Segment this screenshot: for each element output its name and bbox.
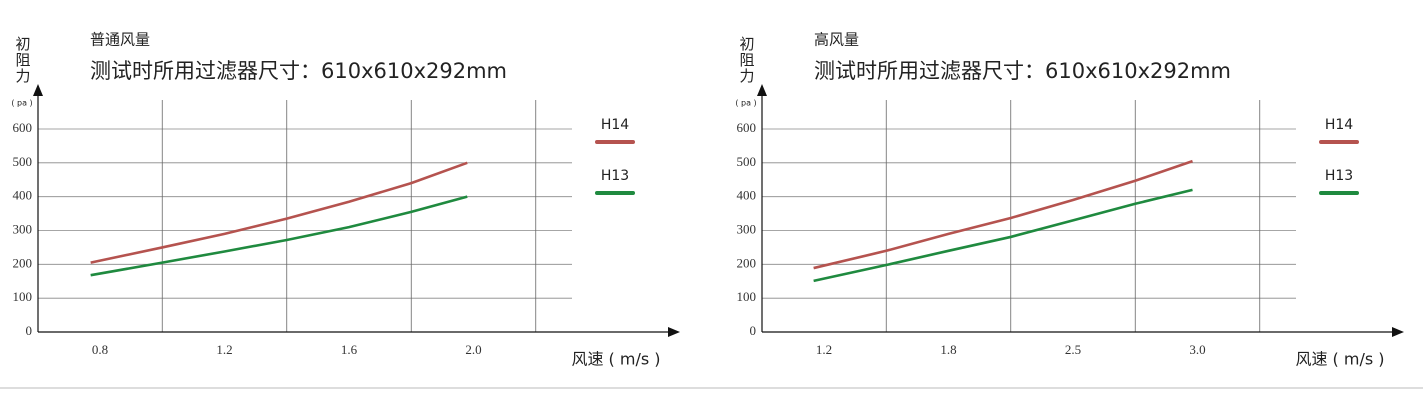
- legend-label: H13: [1325, 168, 1353, 184]
- chart-title: 测试时所用过滤器尺寸：610x610x292mm: [814, 59, 1231, 83]
- y-tick-label: 100: [737, 289, 757, 304]
- x-axis-arrow: [668, 327, 680, 337]
- y-tick-label: 400: [737, 188, 757, 203]
- y-tick-label: 0: [750, 323, 757, 338]
- legend-label: H13: [601, 168, 629, 184]
- chart-title: 测试时所用过滤器尺寸：610x610x292mm: [90, 59, 507, 83]
- series-line: [90, 161, 468, 264]
- y-tick-label: 100: [13, 289, 33, 304]
- y-tick-label: 600: [13, 120, 33, 135]
- y-tick-label: 300: [737, 221, 757, 236]
- x-axis-label: 风速 ( m/s ): [1295, 350, 1384, 369]
- x-axis-label: 风速 ( m/s ): [571, 350, 660, 369]
- series-line: [813, 188, 1193, 283]
- y-tick-label: 600: [737, 120, 757, 135]
- legend-label: H14: [601, 117, 629, 133]
- x-tick-label: 3.0: [1189, 342, 1205, 357]
- x-tick-label: 2.0: [465, 342, 481, 357]
- y-tick-label: 500: [13, 154, 33, 169]
- x-tick-label: 1.8: [940, 342, 956, 357]
- subtitle: 高风量: [814, 31, 859, 49]
- x-axis-arrow: [1392, 327, 1404, 337]
- y-axis-label: 初阻力: [738, 36, 756, 84]
- y-axis-label: 初阻力: [14, 36, 32, 84]
- series-line: [813, 159, 1193, 270]
- legend-label: H14: [1325, 117, 1353, 133]
- y-tick-label: 300: [13, 221, 33, 236]
- y-tick-label: 400: [13, 188, 33, 203]
- y-axis-unit: ( pa ): [11, 99, 32, 108]
- y-tick-label: 200: [737, 255, 757, 270]
- y-axis-arrow: [757, 84, 767, 96]
- x-tick-label: 2.5: [1065, 342, 1081, 357]
- y-axis-unit: ( pa ): [735, 99, 756, 108]
- x-tick-label: 1.2: [816, 342, 832, 357]
- x-tick-label: 0.8: [92, 342, 108, 357]
- y-axis-arrow: [33, 84, 43, 96]
- x-tick-label: 1.2: [216, 342, 232, 357]
- x-tick-label: 1.6: [341, 342, 358, 357]
- y-tick-label: 200: [13, 255, 33, 270]
- y-tick-label: 0: [26, 323, 33, 338]
- series-line: [90, 195, 468, 277]
- y-tick-label: 500: [737, 154, 757, 169]
- subtitle: 普通风量: [90, 31, 150, 49]
